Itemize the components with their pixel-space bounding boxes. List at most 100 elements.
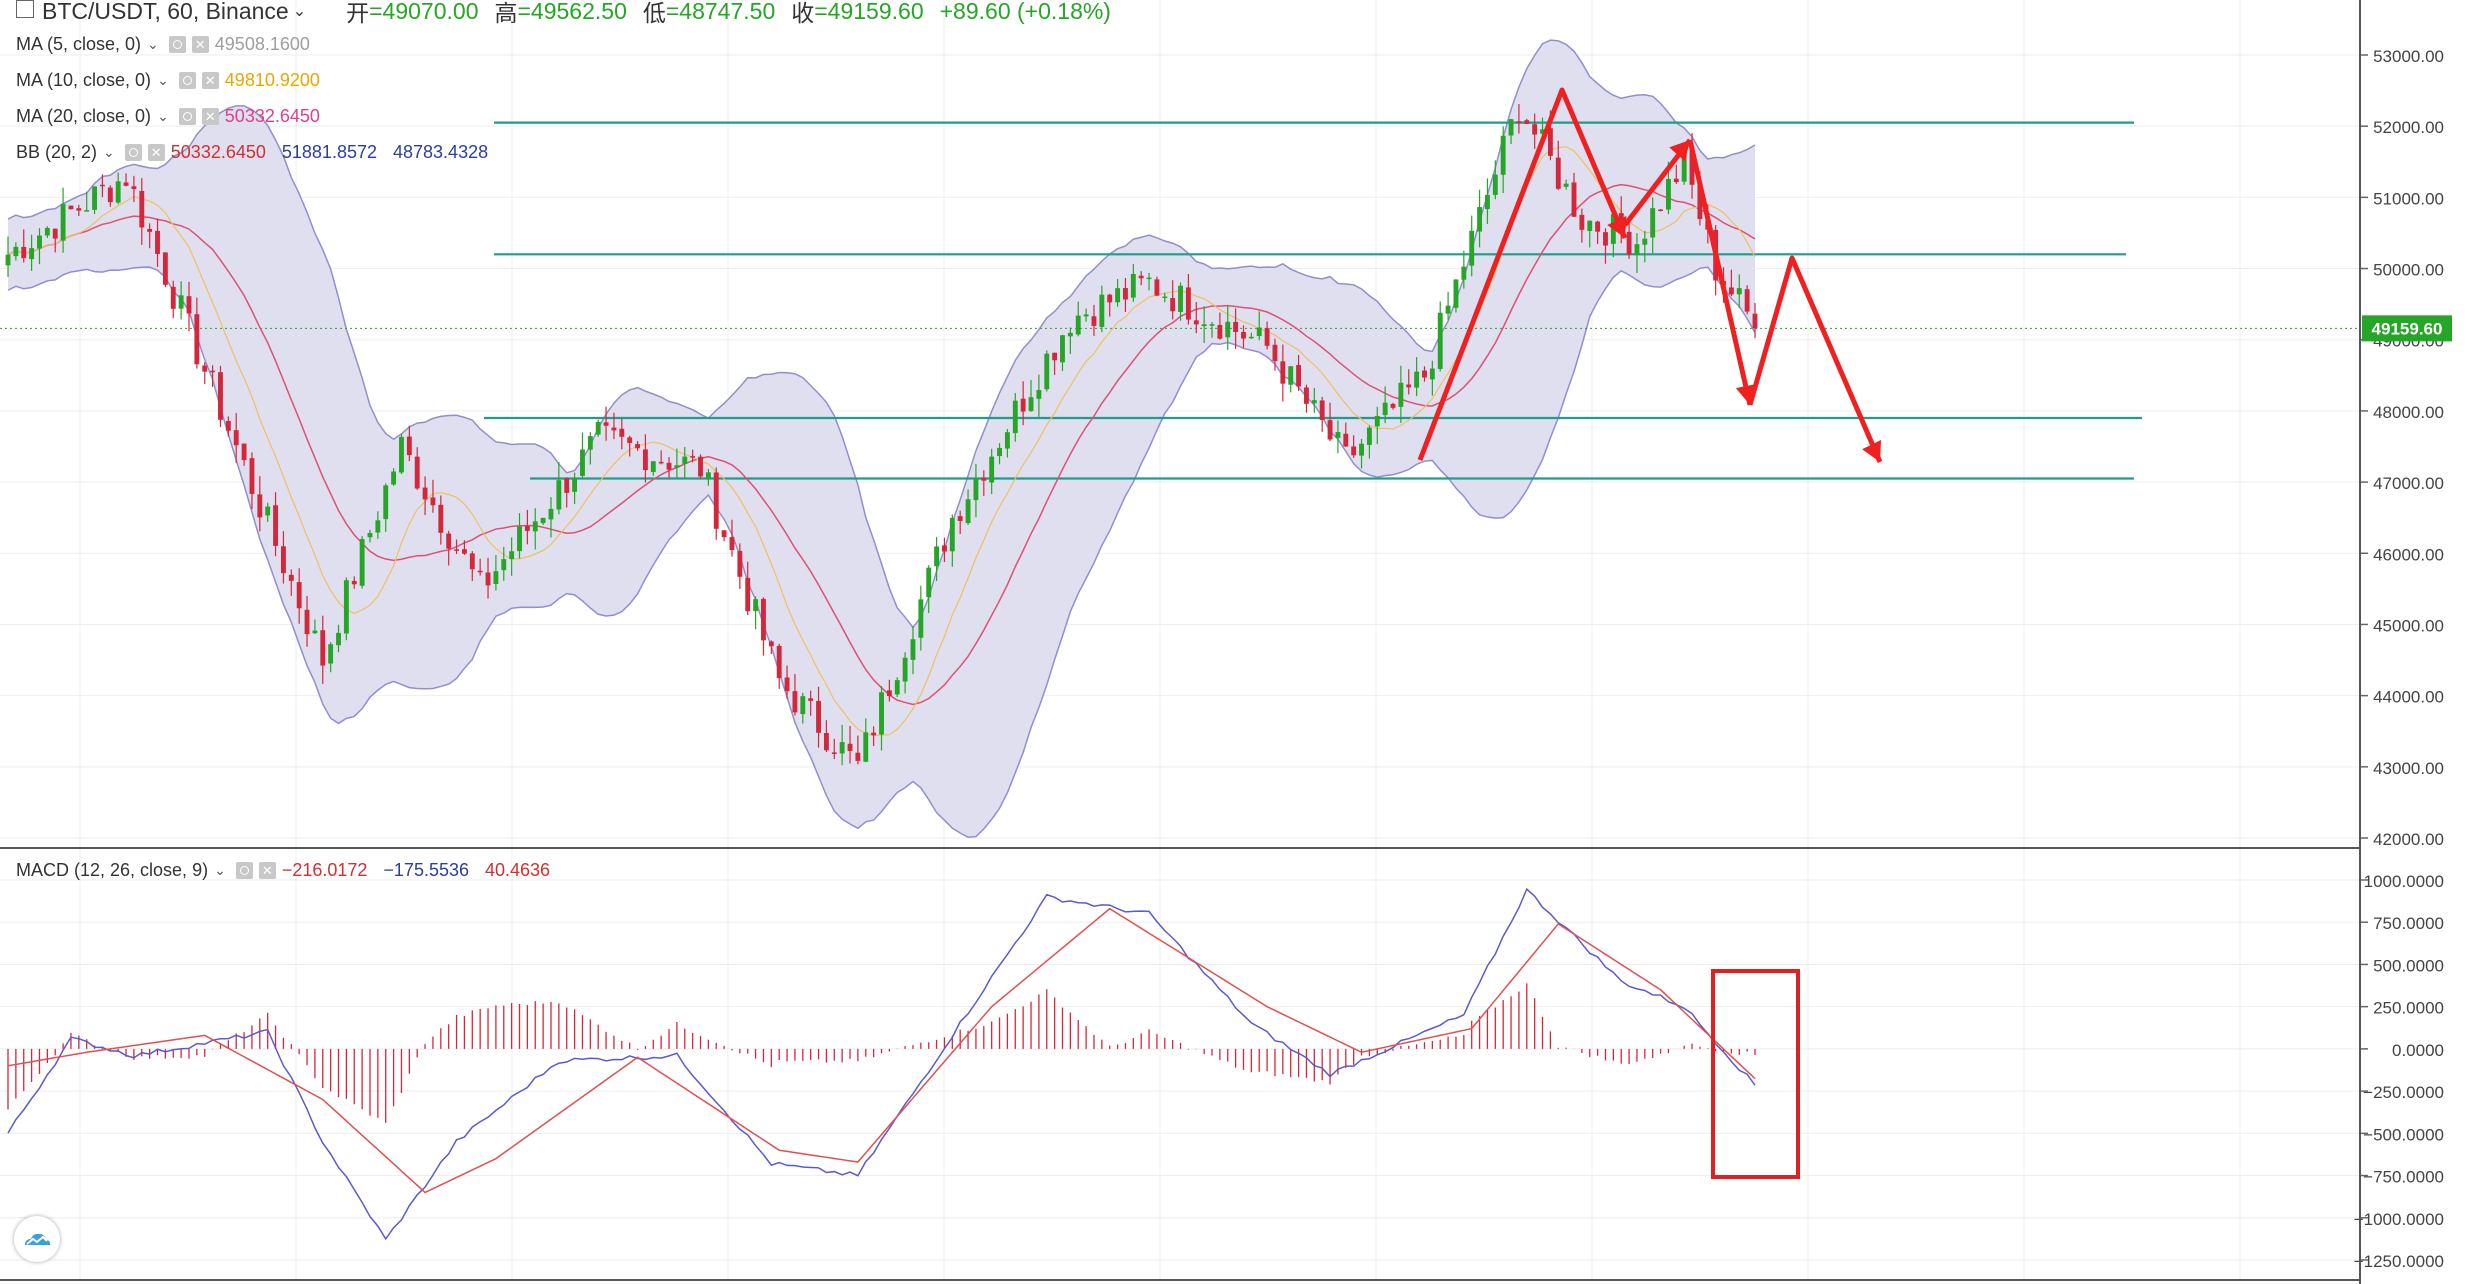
candle-body [721,530,727,538]
candle-body [170,286,176,309]
macd-tick-label: 250.0000 [2373,999,2444,1018]
indicator-value: 48783.4328 [393,142,489,162]
legend-row-2[interactable]: MA (20, close, 0) ⌄ 50332.6450 [16,106,336,127]
close-icon[interactable] [258,862,276,879]
close-icon[interactable] [201,72,219,89]
candle-body [1248,336,1254,339]
candle-body [1036,389,1042,399]
candle-body [1146,277,1152,280]
candle-body [1028,397,1034,412]
close-icon[interactable] [201,108,219,125]
legend-row-3[interactable]: BB (20, 2) ⌄ 50332.6450 51881.8572 48783.432… [16,142,504,163]
candle-body [1264,328,1270,346]
annotation-arrow-3[interactable] [1687,139,1753,406]
candle-body [942,545,947,552]
candle-body [1107,294,1113,303]
candle-body [288,574,294,581]
candle-body [233,430,239,446]
candle-body [886,690,892,697]
close-label: 收 [791,0,815,26]
candle-body [1154,279,1160,296]
eye-icon[interactable] [178,72,196,89]
legend-row-macd[interactable]: MACD (12, 26, close, 9) ⌄ −216.0172 −175.55… [16,860,566,881]
indicator-label[interactable]: BB (20, 2) [16,142,98,162]
indicator-label[interactable]: MA (20, close, 0) [16,106,152,126]
indicator-label[interactable]: MA (5, close, 0) [16,34,142,54]
candle-body [1138,275,1144,279]
price-tick-label: 52000.00 [2373,118,2444,137]
candle-body [1091,316,1097,326]
annotation-arrowhead-1[interactable] [1607,216,1627,238]
close-icon[interactable] [147,144,165,161]
indicator-label[interactable]: MA (10, close, 0) [16,70,152,90]
candle-body [1123,288,1128,300]
chevron-down-icon[interactable]: ⌄ [214,862,226,878]
candle-body [469,553,475,570]
candle-body [1241,331,1246,339]
indicator-label[interactable]: MACD (12, 26, close, 9) [16,860,209,880]
candle-body [713,472,719,529]
eye-icon[interactable] [235,862,253,879]
chevron-down-icon[interactable]: ⌄ [147,36,159,52]
candle-body [1744,289,1750,312]
candle-body [768,641,774,647]
candle-body [1351,446,1357,456]
candle-body [776,645,782,679]
collapse-icon[interactable] [16,0,34,18]
candle-body [1752,313,1758,329]
annotation-arrow-1[interactable] [1417,87,1628,461]
candle-body [879,692,884,735]
candle-body [572,477,578,492]
candle-body [863,732,869,762]
price-tick-label: 53000.00 [2373,47,2444,66]
candle-body [1343,433,1349,447]
candle-body [1587,220,1593,231]
candle-body [1429,368,1435,380]
symbol-title[interactable]: BTC/USDT, 60, Binance [42,0,289,24]
chevron-down-icon[interactable]: ⌄ [157,108,169,124]
chevron-down-icon[interactable]: ⌄ [292,3,307,20]
macd-highlight-box[interactable] [1711,969,1800,1179]
candle-body [1217,325,1223,339]
candle-body [1060,335,1065,363]
legend-row-1[interactable]: MA (10, close, 0) ⌄ 49810.9200 [16,70,336,91]
candle-body [280,546,286,574]
tradingview-logo-icon[interactable] [14,1216,60,1262]
candle-body [745,577,751,612]
open-value: =49070.00 [369,0,479,24]
candle-body [524,526,530,531]
candle-body [548,508,554,520]
price-tick-label: 50000.00 [2373,261,2444,280]
candle-body [611,427,617,431]
horizontal-levels[interactable] [0,121,2360,480]
candle-body [847,743,853,751]
candle-body [1115,288,1121,303]
candle-body [729,537,735,551]
annotation-arrowhead-2[interactable] [1669,140,1690,162]
eye-icon[interactable] [178,108,196,125]
candle-body [784,677,790,692]
indicator-value: 50332.6450 [170,142,266,162]
close-icon[interactable] [191,36,209,53]
candle-body [1532,124,1538,135]
candle-body [1485,194,1490,210]
candle-body [698,456,703,477]
macd-tick-label: −500.0000 [2363,1125,2444,1144]
eye-icon[interactable] [124,144,142,161]
candle-body [587,436,593,450]
annotation-arrows[interactable] [1417,87,1883,463]
annotation-arrow-4[interactable] [1747,255,1883,463]
candle-body [1075,315,1081,335]
chevron-down-icon[interactable]: ⌄ [157,72,169,88]
candle-body [792,691,798,713]
indicator-value: −175.5536 [383,860,469,880]
chevron-down-icon[interactable]: ⌄ [103,144,115,160]
eye-icon[interactable] [168,36,186,53]
candle-body [1500,135,1506,175]
candle-body [1571,182,1577,217]
candle-body [5,254,11,266]
legend-row-0[interactable]: MA (5, close, 0) ⌄ 49508.1600 [16,34,326,55]
candle-body [595,422,601,435]
annotation-arrowhead-4[interactable] [1862,440,1882,462]
